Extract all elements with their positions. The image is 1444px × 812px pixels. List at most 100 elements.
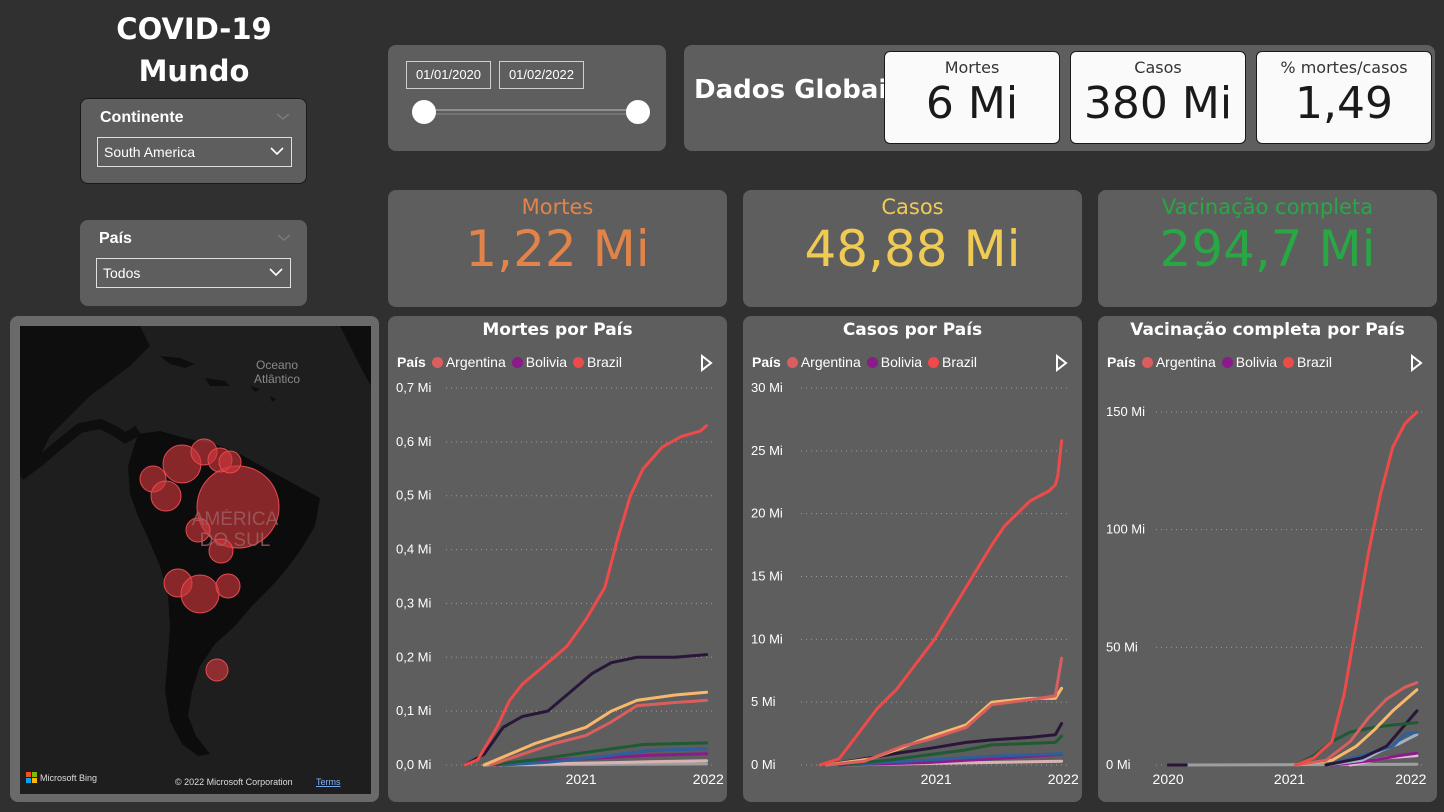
map-terms-link[interactable]: Terms [316,777,341,787]
legend-item[interactable]: Brazil [928,354,977,370]
legend-title: País [752,354,781,370]
legend-label: Bolivia [1235,354,1277,370]
y-tick-label: 0,5 Mi [396,488,432,503]
y-tick-label: 150 Mi [1106,404,1145,419]
plot-area[interactable]: 150 Mi 100 Mi 50 Mi 0 Mi 2020 2021 2022 [1098,378,1437,798]
plot-area[interactable]: 0,7 Mi 0,6 Mi 0,5 Mi 0,4 Mi 0,3 Mi 0,2 Mi 0,1 … [388,378,727,798]
series-line[interactable] [482,690,709,767]
legend-dot [1221,357,1233,368]
legend-dot [786,357,798,368]
global-deaths-value: 6 Mi [925,78,1019,129]
bubble-map[interactable]: Oceano Atlântico AMÉRICA DO SUL [20,326,371,794]
y-tick-label: 15 Mi [751,569,783,584]
country-dropdown-value: Todos [103,265,141,281]
global-deaths-card: Mortes 6 Mi [884,51,1060,144]
cases-kpi-value: 48,88 Mi [804,220,1021,278]
bubble-suriname[interactable] [218,450,242,474]
page-title: COVID-19 Mundo [80,8,308,92]
legend-item[interactable]: Argentina [1141,354,1216,370]
start-date-handle[interactable] [412,100,436,124]
bubble-falklands[interactable] [205,658,229,682]
series-line-brazil[interactable] [818,439,1064,767]
legend-item[interactable]: Brazil [1283,354,1332,370]
bubble-bolivia[interactable] [185,517,211,543]
clear-selection-icon[interactable] [276,111,290,121]
series-line-argentina[interactable] [1294,681,1419,767]
legend-label: Brazil [942,354,978,370]
global-ratio-label: % mortes/casos [1280,58,1408,77]
legend-dot [866,357,878,368]
end-date-handle[interactable] [626,100,650,124]
series-line[interactable] [489,741,709,767]
legend-dot [573,357,584,368]
ocean-label-2: Atlântico [254,372,300,386]
legend-item[interactable]: Argentina [431,354,506,370]
caribbean-islands [160,356,276,402]
x-tick-label: 2021 [1274,771,1305,787]
date-range-slicer: 01/01/2020 01/02/2022 [388,45,666,151]
series-line[interactable] [837,752,1064,767]
y-tick-label: 0 Mi [1106,757,1131,772]
x-tick-label: 2022 [1048,771,1079,787]
y-tick-label: 0,7 Mi [396,380,432,395]
global-ratio-card: % mortes/casos 1,49 [1256,51,1432,144]
series-line[interactable] [463,653,709,767]
series-line[interactable] [1324,730,1419,767]
legend-label: Argentina [800,354,861,370]
legend-item[interactable]: Bolivia [1221,354,1277,370]
series-line-argentina[interactable] [489,698,709,767]
series-line[interactable] [1324,709,1419,767]
clear-selection-icon[interactable] [277,232,291,242]
legend-item[interactable]: Bolivia [511,354,567,370]
bubble-peru[interactable] [150,480,182,512]
deaths-kpi-card: Mortes 1,22 Mi [388,190,727,307]
end-date-input[interactable]: 01/02/2022 [499,61,584,89]
country-dropdown[interactable]: Todos [96,258,291,288]
continent-dropdown[interactable]: South America [97,137,292,167]
map-canvas: Oceano Atlântico AMÉRICA DO SUL [20,326,371,787]
vaccination-kpi-label: Vacinação completa [1161,195,1374,219]
legend-item[interactable]: Bolivia [866,354,922,370]
bubble-uruguay[interactable] [215,573,241,599]
bubble-paraguay[interactable] [208,538,234,564]
series-line-brazil[interactable] [463,424,709,767]
map-visual: Oceano Atlântico AMÉRICA DO SUL [10,316,379,802]
legend-next-icon[interactable] [1054,354,1068,372]
global-ratio-value: 1,49 [1295,78,1393,129]
legend-dot [1141,357,1153,368]
y-tick-label: 0 Mi [751,757,776,772]
y-tick-label: 50 Mi [1106,639,1138,654]
plot-area[interactable]: 30 Mi 25 Mi 20 Mi 15 Mi 10 Mi 5 Mi 0 Mi 2021 202… [743,378,1082,798]
legend-dot [431,357,443,368]
series-line[interactable] [1294,688,1419,767]
chart-title: Vacinação completa por País [1130,320,1405,340]
x-tick-label: 2020 [1153,771,1184,787]
y-tick-label: 25 Mi [751,443,783,458]
series-line[interactable] [501,747,709,767]
global-data-title: Dados Globais [694,75,903,105]
global-data-card: Dados Globais Mortes 6 Mi Casos 380 Mi %… [684,45,1435,151]
legend-title: País [1107,354,1136,370]
y-tick-label: 0,2 Mi [396,649,432,664]
series-line-brazil[interactable] [1294,410,1419,767]
continent-slicer-label: Continente [100,109,184,126]
legend-next-icon[interactable] [1409,354,1423,372]
legend-item[interactable]: Argentina [786,354,861,370]
start-date-input[interactable]: 01/01/2020 [406,61,491,89]
global-cases-label: Casos [1134,58,1182,77]
x-tick-label: 2021 [566,771,597,787]
region-label-2: DO SUL [200,530,271,551]
title-line-1: COVID-19 [116,12,272,46]
series-line[interactable] [837,734,1064,767]
legend-dot [928,357,939,368]
series-line-argentina[interactable] [824,656,1064,767]
series-line[interactable] [1294,721,1419,767]
legend-item[interactable]: Brazil [573,354,622,370]
y-tick-label: 30 Mi [751,380,783,395]
microsoft-logo-icon [26,772,37,783]
y-tick-label: 0,4 Mi [396,542,432,557]
legend-next-icon[interactable] [699,354,713,372]
bubble-argentina[interactable] [180,574,220,614]
chart-legend: País Argentina Bolivia Brazil [752,354,977,370]
title-line-2: Mundo [138,54,250,88]
